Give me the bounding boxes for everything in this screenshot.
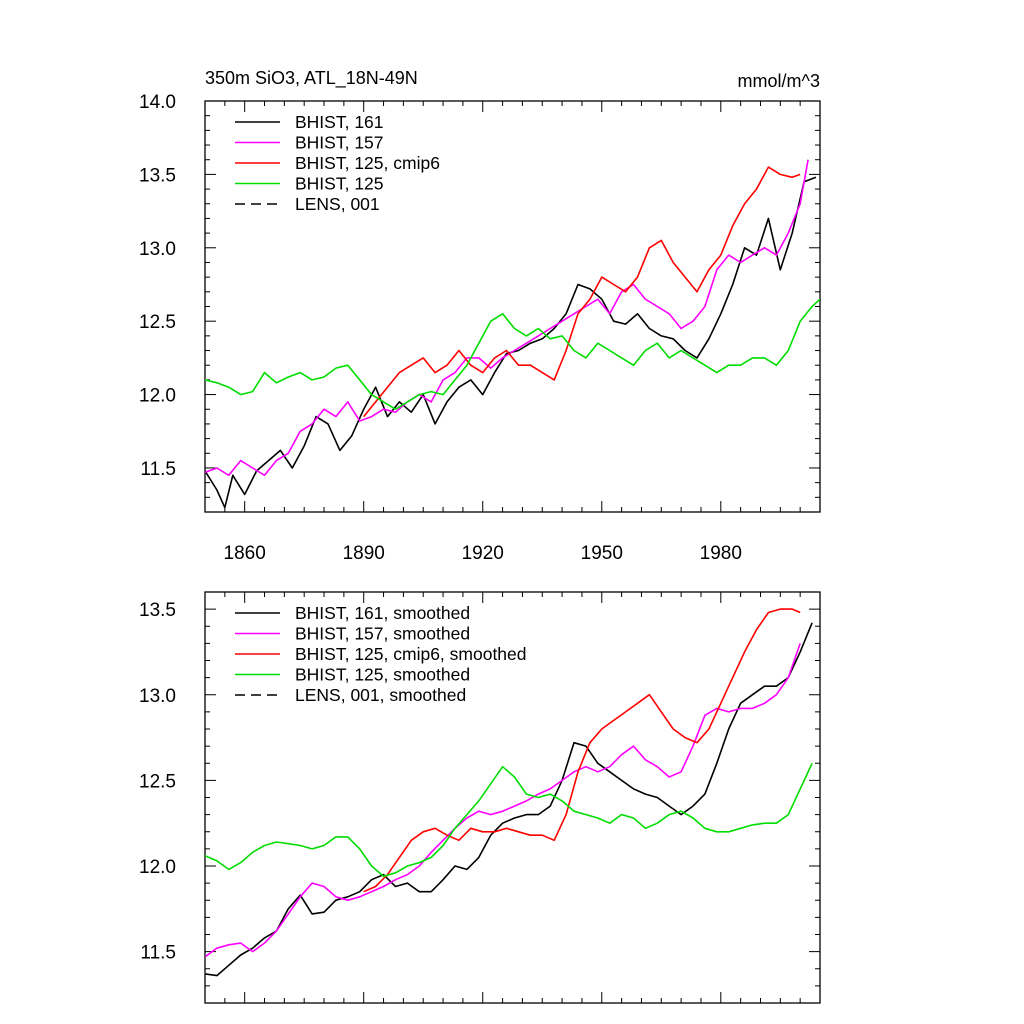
series-line-0 — [205, 622, 813, 977]
y-tick-label: 12.0 — [139, 386, 176, 407]
y-tick-label: 12.5 — [139, 771, 176, 792]
series-line-3 — [205, 298, 820, 411]
series-line-0 — [205, 176, 817, 509]
legend-label: LENS, 001, smoothed — [295, 685, 466, 705]
y-tick-label: 13.5 — [139, 165, 176, 186]
y-tick-label: 13.0 — [139, 686, 176, 707]
legend-label: BHIST, 125, smoothed — [295, 665, 470, 685]
y-tick-label: 12.0 — [139, 857, 176, 878]
legend-label: LENS, 001 — [295, 194, 380, 214]
series-line-2 — [363, 166, 801, 418]
y-tick-label: 11.5 — [140, 459, 176, 480]
legend-label: BHIST, 157, smoothed — [295, 624, 470, 644]
x-tick-label: 1920 — [462, 543, 504, 564]
x-tick-label: 1980 — [700, 543, 742, 564]
bottom-plot: 11.5 12.0 12.5 13.0 13.5 BHIST, 161, smoothed… — [139, 591, 821, 1004]
series-line-2 — [363, 608, 801, 893]
x-tick-label: 1890 — [343, 543, 385, 564]
units-label: mmol/m^3 — [738, 71, 820, 91]
legend-label: BHIST, 125, cmip6 — [295, 153, 440, 173]
y-tick-label: 13.5 — [139, 600, 176, 621]
series-line-1 — [205, 643, 801, 958]
x-tick-label: 1950 — [581, 543, 623, 564]
top-plot: 1860 1890 1920 1950 1980 11.5 12.0 12.5 13.0 13.5… — [139, 92, 821, 564]
x-tick-label: 1860 — [224, 543, 266, 564]
y-tick-label: 13.0 — [139, 239, 176, 260]
y-tick-label: 14.0 — [139, 92, 176, 113]
y-tick-label: 12.5 — [139, 312, 176, 333]
legend-label: BHIST, 157 — [295, 133, 384, 153]
legend-label: BHIST, 161 — [295, 112, 384, 132]
legend-label: BHIST, 125, cmip6, smoothed — [295, 644, 527, 664]
series-line-3 — [205, 762, 813, 878]
chart-title: 350m SiO3, ATL_18N-49N — [205, 68, 418, 89]
y-tick-label: 11.5 — [140, 943, 176, 964]
legend-label: BHIST, 161, smoothed — [295, 603, 470, 623]
legend-label: BHIST, 125 — [295, 174, 384, 194]
